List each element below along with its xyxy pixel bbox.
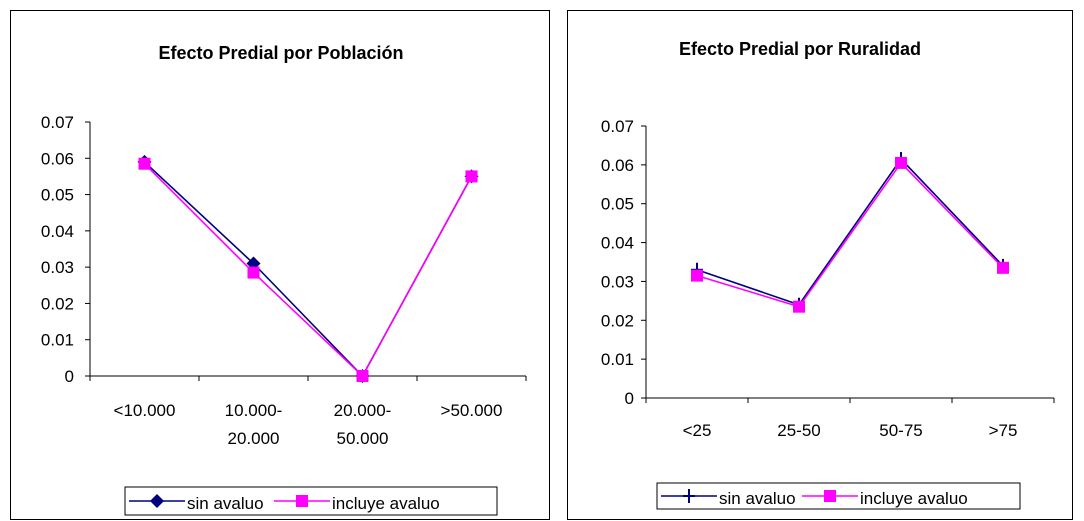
data-point-1-1 — [247, 266, 260, 279]
data-point-1-3 — [997, 261, 1009, 274]
y-tick-label: 0.04 — [601, 234, 634, 253]
legend-marker — [150, 494, 164, 508]
x-tick-label: <10.000 — [114, 401, 176, 420]
x-tick-label: 25-50 — [777, 421, 820, 440]
chart-poblacion: Efecto Predial por Población 0 0.01 0.02 0.0… — [41, 43, 527, 516]
y-tick-label: 0.05 — [41, 186, 74, 205]
data-point-1-0 — [138, 157, 151, 170]
y-tick-label: 0.03 — [41, 258, 74, 277]
legend-marker — [824, 490, 836, 502]
series-line-0 — [143, 161, 473, 378]
data-point-1-0 — [691, 269, 703, 282]
y-tick-label: 0.07 — [41, 113, 74, 132]
y-tick-label: 0.04 — [41, 222, 74, 241]
y-tick-label: 0.01 — [41, 331, 74, 350]
x-tick-label: 20.000- — [334, 401, 392, 420]
data-point-1-1 — [793, 300, 805, 313]
y-tick-label: 0.06 — [601, 156, 634, 175]
chart-panel-ruralidad: Efecto Predial por Ruralidad 0 0.01 0.02 0.0… — [567, 10, 1073, 520]
legend-label: sin avaluo — [187, 494, 264, 513]
series-line-0 — [696, 157, 1004, 306]
legend-marker — [683, 489, 695, 503]
y-tick-label: 0.02 — [601, 311, 634, 330]
legend-box — [656, 482, 1021, 510]
y-tick-label: 0.06 — [41, 149, 74, 168]
data-point-1-3 — [465, 170, 478, 183]
x-tick-label: 50.000 — [337, 429, 389, 448]
x-tick-label: 50-75 — [879, 421, 922, 440]
chart-ruralidad: Efecto Predial por Ruralidad 0 0.01 0.02 0.0… — [601, 39, 1055, 510]
chart-panel-poblacion: Efecto Predial por Población 0 0.01 0.02 0.0… — [10, 10, 550, 520]
y-tick-label: 0.03 — [601, 272, 634, 291]
series-line-1 — [696, 161, 1004, 308]
y-tick-label: 0 — [65, 367, 74, 386]
legend-label: sin avaluo — [719, 489, 796, 508]
data-point-1-2 — [895, 156, 907, 169]
legend-marker — [296, 495, 308, 507]
x-tick-label: <25 — [683, 421, 712, 440]
y-tick-label: 0 — [625, 389, 634, 408]
series-line-1 — [143, 163, 473, 378]
x-tick-label: 20.000 — [228, 429, 280, 448]
legend-label: incluye avaluo — [860, 489, 968, 508]
chart-title: Efecto Predial por Población — [158, 43, 403, 63]
y-tick-label: 0.07 — [601, 117, 634, 136]
y-tick-label: 0.01 — [601, 350, 634, 369]
x-tick-label: 10.000- — [225, 401, 283, 420]
y-tick-label: 0.02 — [41, 294, 74, 313]
legend-label: incluye avaluo — [332, 494, 440, 513]
data-point-1-2 — [356, 370, 369, 382]
x-tick-label: >50.000 — [441, 401, 503, 420]
x-tick-label: >75 — [989, 421, 1018, 440]
chart-title: Efecto Predial por Ruralidad — [679, 39, 921, 59]
y-tick-label: 0.05 — [601, 195, 634, 214]
